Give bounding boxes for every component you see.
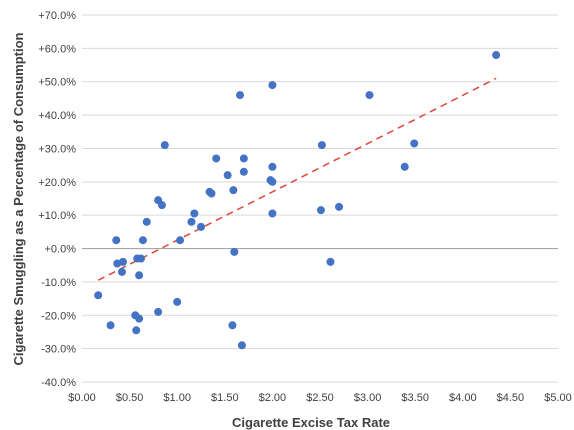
data-point bbox=[212, 154, 221, 163]
data-point bbox=[237, 341, 246, 350]
data-point bbox=[492, 51, 501, 60]
data-point bbox=[236, 91, 245, 100]
data-point bbox=[228, 321, 237, 330]
x-tick-label: $4.00 bbox=[449, 392, 477, 404]
y-axis-title: Cigarette Smuggling as a Percentage of C… bbox=[11, 32, 26, 365]
y-tick-label: -10.0% bbox=[41, 277, 76, 289]
trendline bbox=[97, 77, 497, 281]
y-tick-label: +20.0% bbox=[38, 177, 76, 189]
data-point bbox=[316, 206, 325, 215]
x-tick-label: $0.00 bbox=[68, 392, 96, 404]
data-point bbox=[132, 326, 141, 335]
data-point bbox=[207, 189, 216, 198]
y-tick-label: +0.0% bbox=[45, 244, 77, 256]
data-point bbox=[190, 209, 199, 218]
data-point bbox=[154, 307, 163, 316]
data-point bbox=[230, 247, 239, 256]
data-points bbox=[94, 51, 501, 350]
x-tick-label: $5.00 bbox=[544, 392, 572, 404]
data-point bbox=[135, 314, 144, 323]
data-point bbox=[335, 202, 344, 211]
data-point bbox=[106, 321, 115, 330]
data-point bbox=[157, 201, 166, 210]
y-tick-label: +10.0% bbox=[38, 210, 76, 222]
data-point bbox=[223, 171, 232, 180]
data-point bbox=[268, 81, 277, 90]
x-tick-label: $1.00 bbox=[163, 392, 191, 404]
data-point bbox=[239, 167, 248, 176]
data-point bbox=[94, 291, 103, 300]
data-point bbox=[176, 236, 185, 245]
data-point bbox=[138, 236, 147, 245]
data-point bbox=[268, 162, 277, 171]
y-tick-label: -40.0% bbox=[41, 377, 76, 389]
x-tick-label: $3.00 bbox=[354, 392, 382, 404]
y-tick-label: +50.0% bbox=[38, 77, 76, 89]
data-point bbox=[317, 141, 326, 150]
x-tick-label: $3.50 bbox=[401, 392, 429, 404]
data-point bbox=[229, 186, 238, 195]
x-tick-label: $2.00 bbox=[259, 392, 287, 404]
y-tick-label: -20.0% bbox=[41, 310, 76, 322]
x-tick-label: $4.50 bbox=[497, 392, 525, 404]
data-point bbox=[365, 91, 374, 100]
data-point bbox=[142, 217, 151, 226]
data-point bbox=[239, 154, 248, 163]
data-point bbox=[112, 236, 121, 245]
x-axis-title: Cigarette Excise Tax Rate bbox=[232, 415, 390, 430]
y-tick-label: +70.0% bbox=[38, 10, 76, 22]
data-point bbox=[160, 141, 169, 150]
data-point bbox=[173, 297, 182, 306]
data-point bbox=[135, 271, 144, 280]
data-point bbox=[400, 162, 409, 171]
x-tick-label: $1.50 bbox=[211, 392, 239, 404]
x-tick-label: $2.50 bbox=[306, 392, 334, 404]
y-tick-label: +30.0% bbox=[38, 143, 76, 155]
trendline-path bbox=[97, 77, 497, 281]
data-point bbox=[187, 217, 196, 226]
data-point bbox=[268, 177, 277, 186]
data-point bbox=[137, 254, 146, 263]
x-tick-labels: $0.00 $0.50 $1.00 $1.50 $2.00 $2.50 $3.00 $3.50… bbox=[68, 392, 572, 404]
data-point bbox=[268, 209, 277, 218]
data-point bbox=[410, 139, 419, 148]
data-point bbox=[326, 257, 335, 266]
x-tick-label: $0.50 bbox=[116, 392, 144, 404]
y-tick-labels: -40.0% -30.0% -20.0% -10.0% +0.0% +10.0% +20.0… bbox=[38, 10, 76, 389]
data-point bbox=[118, 257, 127, 266]
gridlines bbox=[82, 14, 558, 383]
y-tick-label: +40.0% bbox=[38, 110, 76, 122]
y-tick-label: +60.0% bbox=[38, 43, 76, 55]
y-tick-label: -30.0% bbox=[41, 344, 76, 356]
data-point bbox=[197, 222, 205, 231]
data-point bbox=[117, 267, 126, 276]
